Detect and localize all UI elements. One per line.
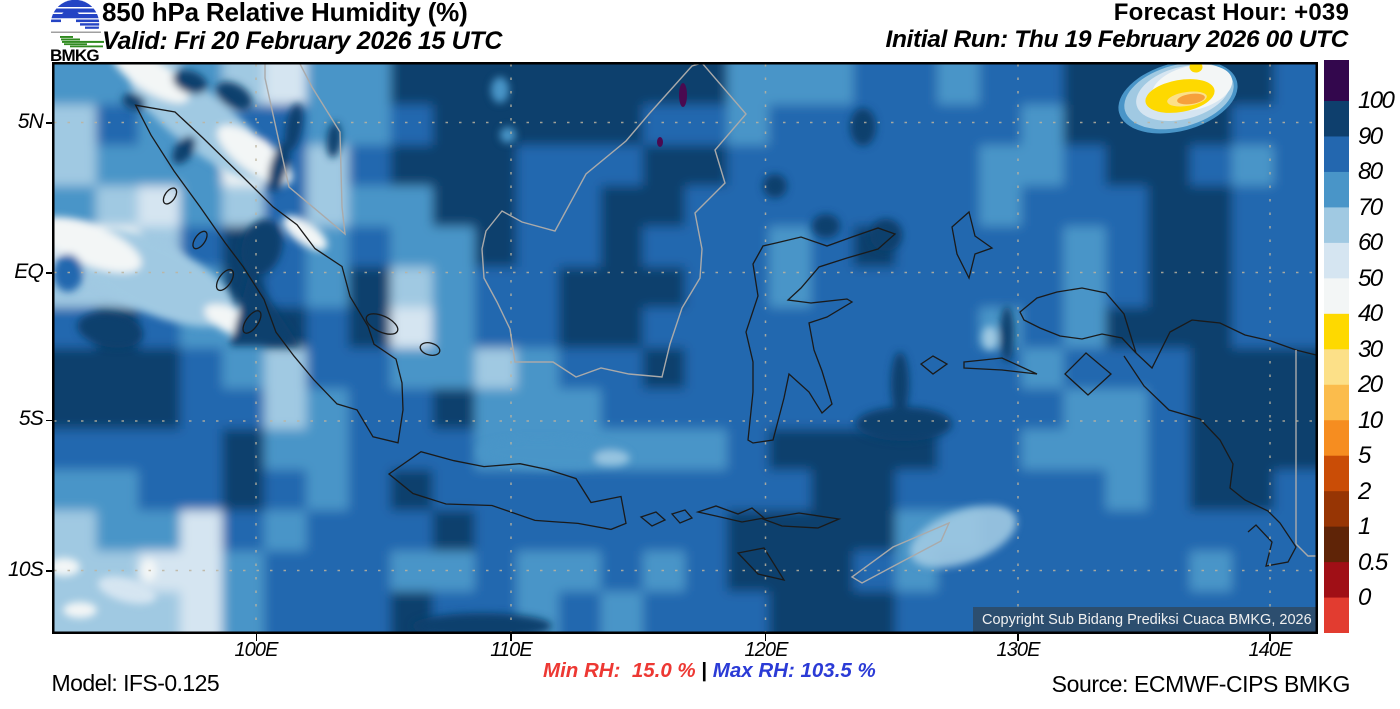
svg-text:Copyright Sub Bidang Prediksi: Copyright Sub Bidang Prediksi Cuaca BMKG…: [982, 612, 1312, 628]
